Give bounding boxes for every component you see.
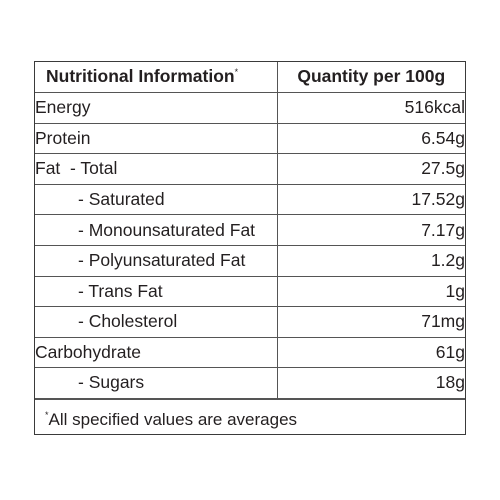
nutrient-name: Fat - Total <box>35 153 278 185</box>
nutrient-column-header-marker: * <box>234 67 239 78</box>
nutrient-value: 71mg <box>276 306 465 338</box>
nutrient-column-header-label: Nutritional Information <box>46 66 235 87</box>
nutrient-value: 6.54g <box>276 122 465 155</box>
footnote-text: All specified values are averages <box>48 410 298 430</box>
nutrient-name: - Saturated <box>35 183 278 216</box>
table-row-trans-fat: - Trans Fat 1g <box>35 275 465 308</box>
footnote-marker: * <box>45 410 49 421</box>
nutrient-value: 27.5g <box>276 153 465 185</box>
nutrient-name: - Sugars <box>35 367 278 400</box>
table-row-monounsaturated: - Monounsaturated Fat 7.17g <box>35 214 465 247</box>
table-row-sugars: - Sugars 18g <box>35 367 465 400</box>
table-row-protein: Protein 6.54g <box>35 122 465 155</box>
nutrient-name: Energy <box>35 92 278 124</box>
footnote: *All specified values are averages <box>35 399 465 438</box>
nutrient-name: - Polyunsaturated Fat <box>35 245 278 277</box>
table-row-polyunsaturated: - Polyunsaturated Fat 1.2g <box>35 245 465 277</box>
nutrient-value: 1.2g <box>276 245 465 277</box>
table-row-fat-total: Fat - Total 27.5g <box>35 153 465 185</box>
table-row-energy: Energy 516kcal <box>35 92 465 124</box>
nutrient-value: 1g <box>276 275 465 308</box>
quantity-column-header: Quantity per 100g <box>276 62 465 94</box>
nutrient-value: 516kcal <box>276 92 465 124</box>
nutrient-name: - Cholesterol <box>35 306 278 338</box>
nutrient-column-header: Nutritional Information* <box>35 62 278 94</box>
nutrition-table: Nutritional Information* Quantity per 10… <box>35 62 465 400</box>
table-row-saturated: - Saturated 17.52g <box>35 183 465 216</box>
table-row-carbohydrate: Carbohydrate 61g <box>35 336 465 369</box>
nutrient-value: 61g <box>276 336 465 369</box>
nutrient-value: 17.52g <box>276 183 465 216</box>
nutrient-name: Carbohydrate <box>35 336 278 369</box>
nutrition-panel: Nutritional Information* Quantity per 10… <box>34 61 466 435</box>
table-header-row: Nutritional Information* Quantity per 10… <box>35 62 465 94</box>
nutrient-name: - Monounsaturated Fat <box>35 214 278 247</box>
nutrient-name: Protein <box>35 122 278 155</box>
nutrient-value: 7.17g <box>276 214 465 247</box>
nutrient-name: - Trans Fat <box>35 275 278 308</box>
table-row-cholesterol: - Cholesterol 71mg <box>35 306 465 338</box>
nutrient-value: 18g <box>276 367 465 400</box>
